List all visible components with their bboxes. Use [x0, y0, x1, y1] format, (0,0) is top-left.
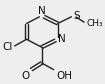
Text: N: N: [58, 34, 66, 44]
Text: Cl: Cl: [2, 42, 12, 52]
Text: OH: OH: [56, 71, 72, 81]
Text: CH₃: CH₃: [86, 19, 103, 28]
Text: S: S: [74, 11, 80, 21]
Text: N: N: [38, 6, 46, 16]
Text: O: O: [21, 71, 29, 81]
